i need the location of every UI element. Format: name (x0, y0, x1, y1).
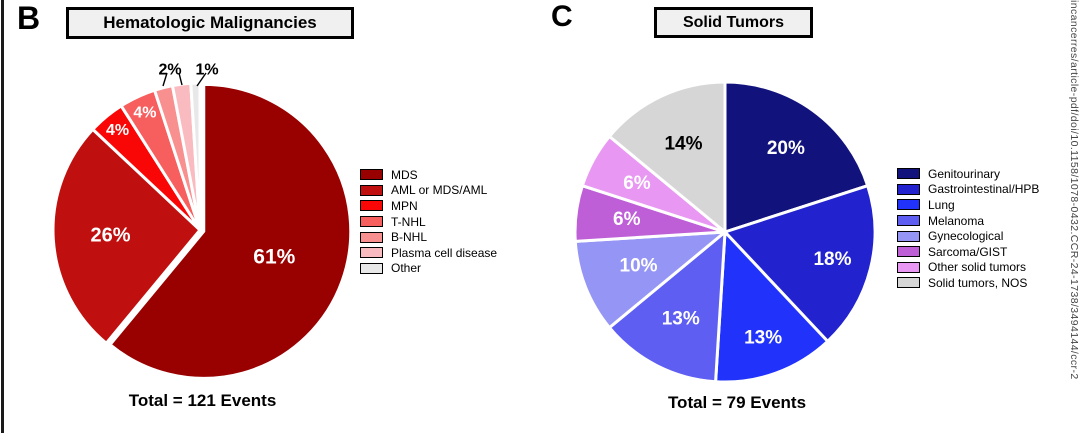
legend-item-plasma-cell-disease: Plasma cell disease (360, 245, 497, 261)
legend-label-t-nhl: T-NHL (391, 214, 426, 229)
legend-swatch-melanoma (897, 215, 920, 227)
legend-swatch-other (360, 262, 383, 274)
legend-item-gastrointestinal-hpb: Gastrointestinal/HPB (897, 182, 1039, 198)
legend-swatch-t-nhl (360, 216, 383, 228)
pie-slice-mds (108, 82, 353, 380)
legend-item-mds: MDS (360, 167, 497, 183)
callout-leader-b-nhl (162, 72, 168, 87)
panel-letter-b: B (17, 0, 41, 36)
slice-label-gynecological: 10% (620, 256, 658, 277)
legend-solid-tumors: Genitourinary Gastrointestinal/HPB Lung Mel… (897, 166, 1039, 291)
legend-item-melanoma: Melanoma (897, 213, 1039, 229)
slice-label-mds: 61% (253, 245, 295, 268)
slice-callout-label-other: 1% (195, 62, 218, 79)
legend-swatch-solid-tumors-nos (897, 277, 920, 289)
slice-label-other-solid-tumors: 6% (623, 173, 651, 194)
legend-swatch-aml-or-mds-aml (360, 184, 383, 196)
pie-slice-other (189, 81, 202, 232)
callout-leader-plasma-cell-disease (178, 72, 183, 86)
legend-label-other-solid-tumors: Other solid tumors (928, 260, 1027, 275)
legend-item-solid-tumors-nos: Solid tumors, NOS (897, 275, 1039, 291)
legend-label-gastrointestinal-hpb: Gastrointestinal/HPB (928, 182, 1040, 197)
pie-chart-solid-tumors: 20% 18% 13% 13% 10% 6% 6% 14% (573, 80, 877, 384)
legend-item-sarcoma-gist: Sarcoma/GIST (897, 244, 1039, 260)
slice-label-sarcoma-gist: 6% (613, 209, 641, 230)
legend-hematologic: MDS AML or MDS/AML MPN T-NHL B-NHL Plasma cel… (360, 167, 497, 276)
legend-swatch-mds (360, 169, 383, 181)
legend-item-aml-or-mds-aml: AML or MDS/AML (360, 183, 497, 199)
legend-label-mds: MDS (391, 167, 418, 182)
legend-item-gynecological: Gynecological (897, 228, 1039, 244)
slice-label-solid-tumors-nos: 14% (664, 133, 702, 154)
legend-swatch-sarcoma-gist (897, 246, 920, 258)
slice-callout-label-b-nhl: 2% (158, 62, 181, 79)
slice-label-gastrointestinal-hpb: 18% (813, 249, 851, 270)
legend-item-mpn: MPN (360, 198, 497, 214)
total-events-c: Total = 79 Events (667, 393, 807, 412)
legend-label-aml-or-mds-aml: AML or MDS/AML (391, 183, 488, 198)
legend-label-gynecological: Gynecological (928, 229, 1004, 244)
legend-item-t-nhl: T-NHL (360, 214, 497, 230)
legend-label-genitourinary: Genitourinary (928, 166, 1001, 181)
legend-label-plasma-cell-disease: Plasma cell disease (391, 245, 498, 260)
legend-label-other: Other (391, 261, 422, 276)
legend-swatch-gastrointestinal-hpb (897, 183, 920, 195)
legend-swatch-genitourinary (897, 168, 920, 180)
legend-swatch-plasma-cell-disease (360, 247, 383, 259)
legend-label-mpn: MPN (391, 198, 418, 213)
panel-title-solid-tumors: Solid Tumors (654, 7, 813, 38)
legend-item-other: Other (360, 261, 497, 277)
total-events-b: Total = 121 Events (128, 391, 277, 410)
legend-label-b-nhl: B-NHL (391, 230, 428, 245)
legend-swatch-gynecological (897, 230, 920, 242)
pie-slice-gynecological (573, 230, 727, 330)
legend-swatch-mpn (360, 200, 383, 212)
legend-item-lung: Lung (897, 197, 1039, 213)
legend-swatch-other-solid-tumors (897, 261, 920, 273)
slice-label-lung: 13% (744, 327, 782, 348)
pie-slice-lung (714, 230, 830, 384)
slice-label-genitourinary: 20% (767, 138, 805, 159)
panel-letter-c: C (551, 0, 573, 33)
pie-slice-genitourinary (723, 80, 870, 234)
slice-label-aml-or-mds-aml: 26% (90, 225, 130, 247)
slice-label-t-nhl: 4% (133, 104, 156, 121)
legend-label-melanoma: Melanoma (928, 213, 985, 228)
pie-chart-hematologic: 61% 26% 4%4% 2% 1% (51, 62, 353, 380)
pie-slice-solid-tumors-nos (607, 80, 727, 234)
pdf-watermark-text: incancerres/article-pdf/doi/10.1158/1078… (1068, 0, 1080, 380)
legend-item-b-nhl: B-NHL (360, 229, 497, 245)
legend-swatch-lung (897, 199, 920, 211)
legend-swatch-b-nhl (360, 231, 383, 243)
legend-label-sarcoma-gist: Sarcoma/GIST (928, 244, 1008, 259)
pie-slice-aml-or-mds-aml (51, 127, 202, 345)
legend-item-other-solid-tumors: Other solid tumors (897, 260, 1039, 276)
figure-left-border (1, 0, 4, 433)
slice-label-melanoma: 13% (662, 308, 700, 329)
slice-label-mpn: 4% (106, 122, 129, 139)
legend-label-lung: Lung (928, 197, 955, 212)
pie-slice-gastrointestinal-hpb (723, 184, 877, 343)
panel-title-hematologic: Hematologic Malignancies (66, 7, 354, 39)
legend-label-solid-tumors-nos: Solid tumors, NOS (928, 275, 1028, 290)
pie-slice-melanoma (607, 230, 727, 384)
legend-item-genitourinary: Genitourinary (897, 166, 1039, 182)
callout-leader-other (196, 72, 207, 87)
